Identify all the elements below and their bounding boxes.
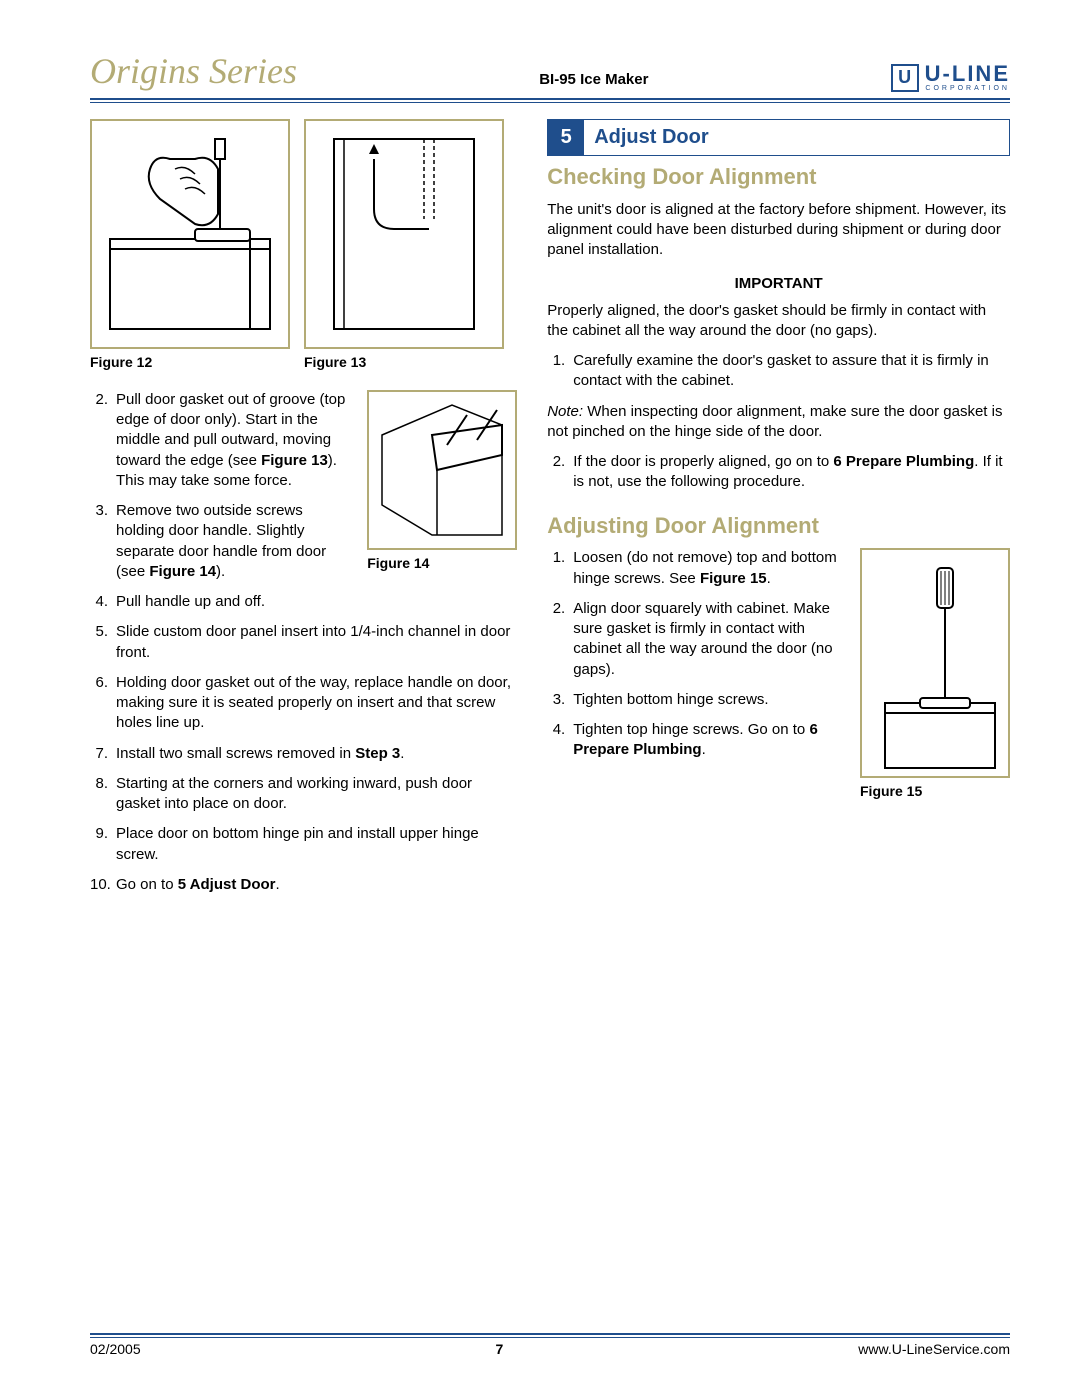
figure-12-illustration: [100, 129, 280, 339]
adj-step-3: 3.Tighten bottom hinge screws.: [547, 690, 846, 710]
logo-main: U-LINE: [925, 63, 1010, 85]
steps-4-10: 4.Pull handle up and off. 5.Slide custom…: [90, 592, 517, 895]
step-2: 2.Pull door gasket out of groove (top ed…: [90, 390, 353, 491]
step-5: 5.Slide custom door panel insert into 1/…: [90, 622, 517, 663]
adj-step-2: 2.Align door squarely with cabinet. Make…: [547, 599, 846, 680]
figure-12-caption: Figure 12: [90, 353, 290, 372]
figure-12-wrap: Figure 12: [90, 119, 290, 380]
important-paragraph: Properly aligned, the door's gasket shou…: [547, 301, 1010, 342]
step-4: 4.Pull handle up and off.: [90, 592, 517, 612]
figure-15-box: [860, 548, 1010, 778]
figure-14-illustration: [372, 395, 512, 545]
adj-step-1: 1.Loosen (do not remove) top and bottom …: [547, 548, 846, 589]
header-rule: [90, 102, 1010, 103]
left-column: Figure 12 Figure 13 2.Pull: [90, 119, 517, 905]
figure-13-illustration: [314, 129, 494, 339]
step-3: 3.Remove two outside screws holding door…: [90, 501, 353, 582]
steps-2-3: 2.Pull door gasket out of groove (top ed…: [90, 390, 353, 592]
content-columns: Figure 12 Figure 13 2.Pull: [90, 119, 1010, 905]
step-8: 8.Starting at the corners and working in…: [90, 774, 517, 815]
figure-15-illustration: [865, 553, 1005, 773]
figure-12-box: [90, 119, 290, 349]
checking-paragraph: The unit's door is aligned at the factor…: [547, 200, 1010, 261]
figure-row-12-13: Figure 12 Figure 13: [90, 119, 517, 380]
figure-14-box: [367, 390, 517, 550]
step-7: 7.Install two small screws removed in St…: [90, 744, 517, 764]
steps-2-3-with-fig14: 2.Pull door gasket out of groove (top ed…: [90, 390, 517, 592]
page-footer: 02/2005 7 www.U-LineService.com: [90, 1333, 1010, 1357]
adjusting-text: 1.Loosen (do not remove) top and bottom …: [547, 548, 846, 809]
section-label: Adjust Door: [584, 120, 718, 155]
check-step-2: 2.If the door is properly aligned, go on…: [547, 452, 1010, 493]
figure-13-caption: Figure 13: [304, 353, 504, 372]
checking-heading: Checking Door Alignment: [547, 162, 1010, 192]
series-title: Origins Series: [90, 50, 297, 92]
adjusting-heading: Adjusting Door Alignment: [547, 511, 1010, 541]
figure-13-box: [304, 119, 504, 349]
figure-15-caption: Figure 15: [860, 782, 1010, 801]
step-9: 9.Place door on bottom hinge pin and ins…: [90, 824, 517, 865]
check-step-1: 1.Carefully examine the door's gasket to…: [547, 351, 1010, 392]
figure-14-caption: Figure 14: [367, 554, 517, 573]
product-name: BI-95 Ice Maker: [539, 71, 648, 88]
checking-steps-2: 2.If the door is properly aligned, go on…: [547, 452, 1010, 493]
adj-step-4: 4.Tighten top hinge screws. Go on to 6 P…: [547, 720, 846, 761]
footer-page: 7: [496, 1341, 504, 1357]
figure-14-wrap: Figure 14: [367, 390, 517, 592]
important-label: IMPORTANT: [547, 274, 1010, 294]
adjusting-content: 1.Loosen (do not remove) top and bottom …: [547, 548, 1010, 809]
note-paragraph: Note: When inspecting door alignment, ma…: [547, 402, 1010, 443]
footer-date: 02/2005: [90, 1341, 141, 1357]
footer-rule: [90, 1337, 1010, 1338]
step-6: 6.Holding door gasket out of the way, re…: [90, 673, 517, 734]
logo-text: U-LINE CORPORATION: [925, 63, 1010, 92]
figure-13-wrap: Figure 13: [304, 119, 504, 380]
figure-15-wrap: Figure 15: [860, 548, 1010, 809]
section-5-header: 5 Adjust Door: [547, 119, 1010, 156]
logo-sub: CORPORATION: [925, 85, 1010, 92]
brand-logo: U U-LINE CORPORATION: [891, 63, 1010, 92]
step-10: 10.Go on to 5 Adjust Door.: [90, 875, 517, 895]
page-header: Origins Series BI-95 Ice Maker U U-LINE …: [90, 50, 1010, 100]
adjusting-steps: 1.Loosen (do not remove) top and bottom …: [547, 548, 846, 760]
checking-steps: 1.Carefully examine the door's gasket to…: [547, 351, 1010, 392]
footer-url: www.U-LineService.com: [858, 1341, 1010, 1357]
logo-icon: U: [891, 64, 919, 92]
right-column: 5 Adjust Door Checking Door Alignment Th…: [547, 119, 1010, 905]
section-number: 5: [548, 120, 584, 155]
